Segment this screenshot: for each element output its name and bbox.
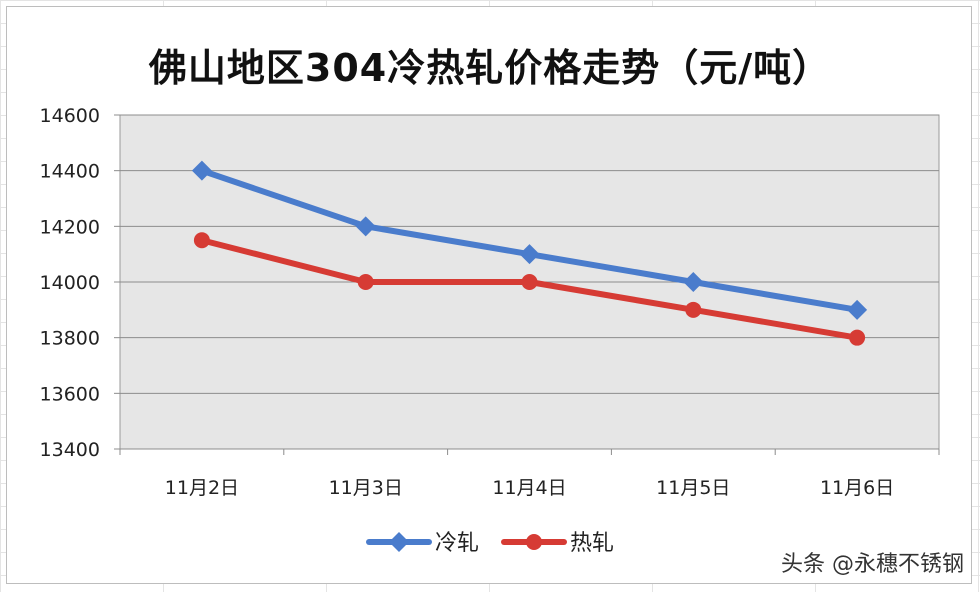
- x-tick-label: 11月2日: [165, 477, 239, 499]
- x-tick-label: 11月4日: [492, 477, 566, 499]
- y-tick-label: 14600: [40, 105, 100, 127]
- line-chart: 13400 13600 13800 14000 14200 14400 14600 11月2日…: [40, 105, 940, 556]
- y-tick-label: 13600: [40, 383, 100, 405]
- y-tick-label: 14400: [40, 161, 100, 183]
- chart-container[interactable]: 佛山地区304冷热轧价格走势（元/吨） 13400 13600 13800 14000…: [6, 6, 972, 584]
- y-tick-label: 13400: [40, 439, 100, 461]
- chart-title: 佛山地区304冷热轧价格走势（元/吨）: [148, 46, 832, 90]
- data-point[interactable]: [191, 160, 212, 181]
- x-tick-label: 11月5日: [656, 477, 730, 499]
- legend-label[interactable]: 热轧: [570, 531, 614, 556]
- legend-swatch-marker[interactable]: [526, 534, 542, 550]
- x-tick-label: 11月3日: [329, 477, 403, 499]
- watermark: 头条 @永穗不锈钢: [781, 552, 964, 577]
- y-tick-label: 14200: [40, 216, 100, 238]
- data-point[interactable]: [519, 244, 540, 265]
- legend-swatch-marker[interactable]: [389, 532, 409, 552]
- legend-label[interactable]: 冷轧: [435, 531, 479, 556]
- data-point[interactable]: [847, 299, 868, 320]
- y-tick-label: 14000: [40, 272, 100, 294]
- data-point[interactable]: [849, 329, 866, 346]
- x-tick-label: 11月6日: [820, 477, 894, 499]
- data-point[interactable]: [685, 301, 702, 318]
- y-tick-label: 13800: [40, 328, 100, 350]
- data-point[interactable]: [357, 274, 374, 290]
- data-point[interactable]: [683, 272, 704, 292]
- data-point[interactable]: [355, 216, 376, 237]
- data-point[interactable]: [521, 274, 538, 290]
- data-point[interactable]: [193, 232, 210, 249]
